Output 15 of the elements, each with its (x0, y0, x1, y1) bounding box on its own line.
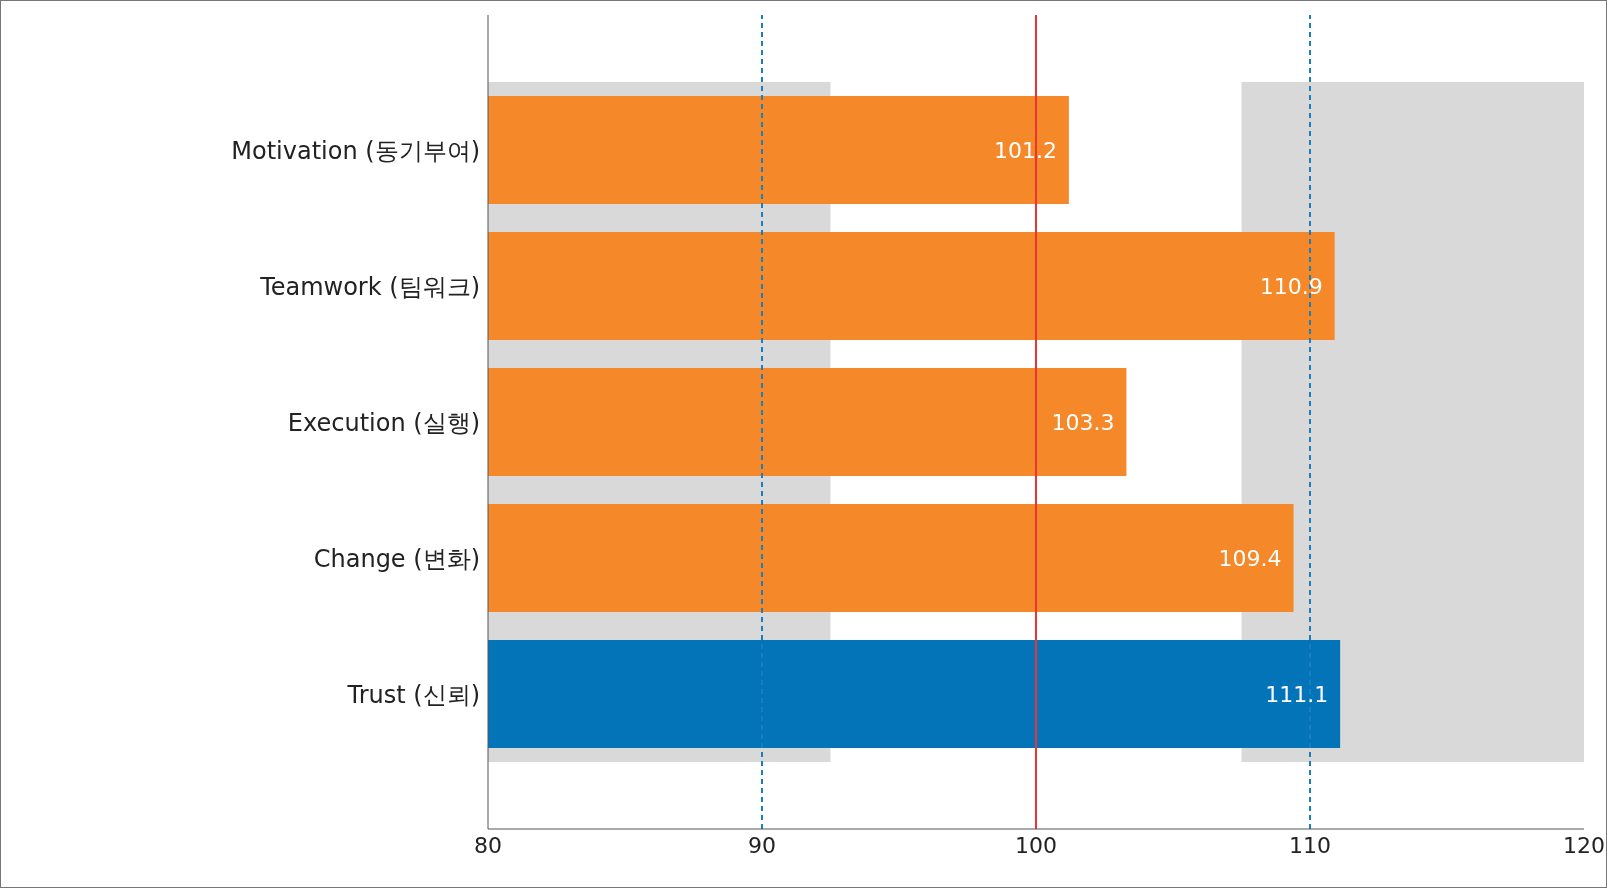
x-tick-label: 120 (1563, 832, 1605, 858)
data-label: 110.9 (1259, 273, 1323, 299)
y-tick-label: Trust (신뢰) (346, 680, 480, 709)
y-tick-label: Motivation (동기부여) (231, 136, 480, 165)
data-label: 101.2 (993, 137, 1057, 163)
x-tick-label: 90 (748, 832, 776, 858)
y-tick-label: Change (변화) (313, 544, 480, 573)
data-label: 103.3 (1051, 409, 1115, 435)
x-tick-label: 110 (1289, 832, 1331, 858)
y-tick-label: Teamwork (팀워크) (259, 272, 480, 301)
y-tick-label: Execution (실행) (287, 408, 480, 437)
x-tick-label: 80 (474, 832, 502, 858)
x-tick-label: 100 (1015, 832, 1057, 858)
data-label: 111.1 (1265, 681, 1329, 707)
data-label: 109.4 (1218, 545, 1282, 571)
